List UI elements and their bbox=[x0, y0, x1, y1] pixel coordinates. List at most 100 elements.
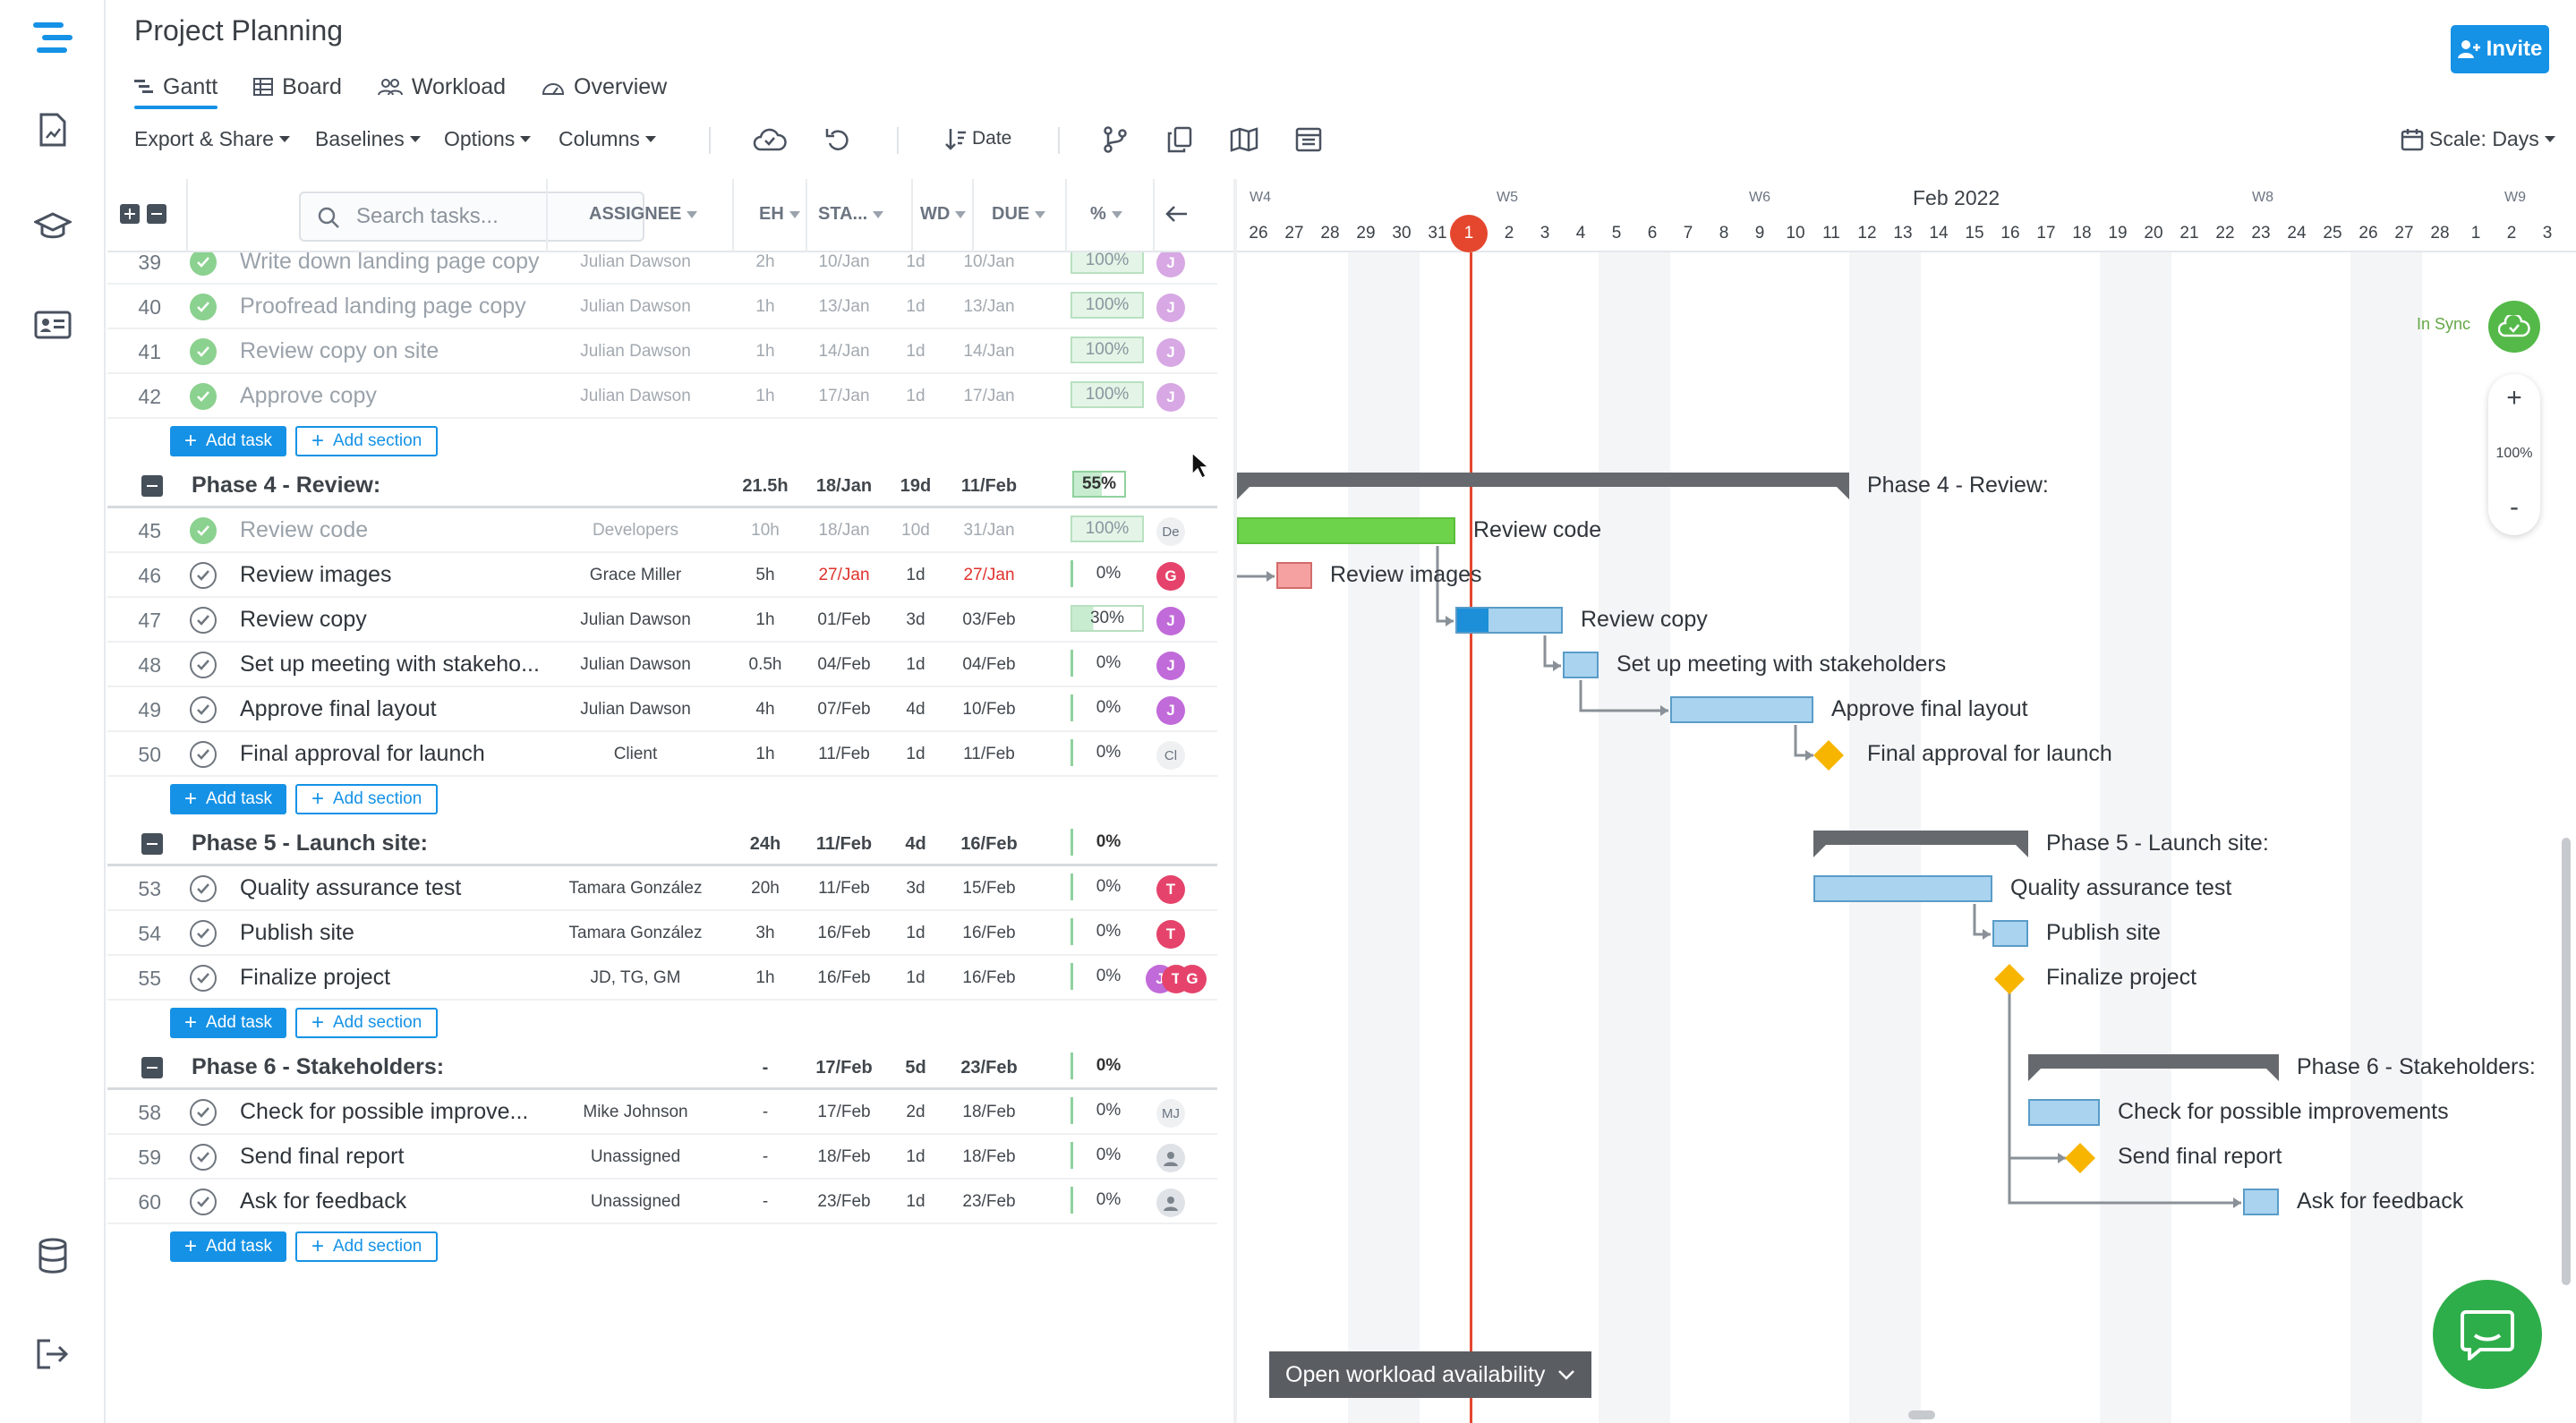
due-date-cell[interactable]: 23/Feb bbox=[962, 1192, 1016, 1211]
reports-icon[interactable] bbox=[30, 107, 75, 152]
start-date-cell[interactable]: 16/Feb bbox=[817, 924, 871, 942]
logout-icon[interactable] bbox=[30, 1332, 75, 1376]
due-date-cell[interactable]: 31/Jan bbox=[963, 521, 1015, 540]
work-days-cell[interactable]: 1d bbox=[906, 566, 925, 584]
work-days-cell[interactable]: 1d bbox=[906, 968, 925, 987]
estimated-hours-cell[interactable]: 1h bbox=[755, 342, 775, 361]
work-days-cell[interactable]: 1d bbox=[906, 655, 925, 674]
tab-gantt[interactable]: Gantt bbox=[134, 68, 218, 109]
estimated-hours-cell[interactable]: 1h bbox=[755, 610, 775, 629]
invite-button[interactable]: Invite bbox=[2451, 25, 2549, 73]
progress-cell[interactable]: 0% bbox=[1070, 560, 1144, 587]
due-date-cell[interactable]: 14/Jan bbox=[963, 342, 1015, 361]
critical-path-icon[interactable] bbox=[1097, 122, 1133, 158]
progress-cell[interactable]: 100% bbox=[1070, 292, 1144, 319]
assignee-cell[interactable]: Julian Dawson bbox=[580, 700, 691, 719]
add-section-button[interactable]: + Add section bbox=[294, 784, 439, 814]
progress-cell[interactable]: 0% bbox=[1070, 1097, 1144, 1124]
work-days-cell[interactable]: 3d bbox=[906, 879, 925, 898]
phase-summary-bar[interactable] bbox=[2028, 1054, 2279, 1081]
estimated-hours-cell[interactable]: 1h bbox=[755, 297, 775, 316]
complete-checkbox-icon[interactable] bbox=[190, 1189, 217, 1215]
due-date-cell[interactable]: 18/Feb bbox=[962, 1147, 1016, 1166]
estimated-hours-cell[interactable]: 1h bbox=[755, 387, 775, 405]
due-date-cell[interactable]: 15/Feb bbox=[962, 879, 1016, 898]
estimated-hours-cell[interactable]: 20h bbox=[751, 879, 780, 898]
work-days-cell[interactable]: 1d bbox=[906, 252, 925, 271]
start-date-cell[interactable]: 10/Jan bbox=[818, 252, 870, 271]
export-share-menu[interactable]: Export & Share bbox=[134, 127, 290, 151]
columns-menu[interactable]: Columns bbox=[559, 127, 656, 151]
task-row[interactable]: 41 Review copy on site Julian Dawson 1h 14/J… bbox=[107, 329, 1217, 374]
logo-icon[interactable] bbox=[30, 16, 75, 61]
due-date-cell[interactable]: 10/Feb bbox=[962, 700, 1016, 719]
progress-cell[interactable]: 100% bbox=[1070, 337, 1144, 363]
collapse-grid-arrow-icon[interactable] bbox=[1164, 200, 1190, 232]
column-wd[interactable]: WD bbox=[920, 204, 967, 225]
due-date-cell[interactable]: 13/Jan bbox=[963, 297, 1015, 316]
complete-checkbox-icon[interactable] bbox=[190, 1144, 217, 1171]
assignee-cell[interactable]: Unassigned bbox=[590, 1147, 681, 1166]
progress-cell[interactable]: 0% bbox=[1070, 694, 1144, 721]
gantt-bar-approve-layout[interactable] bbox=[1670, 696, 1813, 723]
search-input[interactable]: Search tasks... bbox=[299, 192, 644, 242]
progress-cell[interactable]: 0% bbox=[1070, 739, 1144, 766]
assignee-cell[interactable]: Tamara González bbox=[568, 879, 703, 898]
progress-cell[interactable]: 0% bbox=[1070, 963, 1144, 990]
add-task-button[interactable]: + Add task bbox=[170, 1008, 286, 1038]
assignee-cell[interactable]: Developers bbox=[592, 521, 679, 540]
complete-checkbox-icon[interactable] bbox=[190, 965, 217, 992]
phase-row[interactable]: Phase 5 - Launch site: 24h 11/Feb 4d 16/Feb 0… bbox=[107, 822, 1217, 866]
task-name[interactable]: Review code bbox=[240, 517, 369, 542]
task-row[interactable]: 46 Review images Grace Miller 5h 27/Jan 1d 27/… bbox=[107, 553, 1217, 598]
progress-cell[interactable]: 100% bbox=[1070, 516, 1144, 542]
complete-checkbox-icon[interactable] bbox=[190, 517, 217, 544]
task-name[interactable]: Ask for feedback bbox=[240, 1189, 407, 1214]
work-days-cell[interactable]: 1d bbox=[906, 342, 925, 361]
chat-icon[interactable] bbox=[2433, 1280, 2542, 1389]
collapse-section-icon[interactable] bbox=[141, 1057, 163, 1078]
due-date-cell[interactable]: 16/Feb bbox=[962, 968, 1016, 987]
database-icon[interactable] bbox=[30, 1233, 75, 1278]
phase-name[interactable]: Phase 5 - Launch site: bbox=[192, 831, 428, 856]
due-date-cell[interactable]: 16/Feb bbox=[962, 924, 1016, 942]
gantt-bar-check[interactable] bbox=[2028, 1099, 2100, 1126]
horizontal-scrollbar[interactable] bbox=[1908, 1410, 1935, 1419]
due-date-cell[interactable]: 04/Feb bbox=[962, 655, 1016, 674]
phase-name[interactable]: Phase 4 - Review: bbox=[192, 473, 381, 498]
column-due[interactable]: DUE bbox=[992, 204, 1046, 225]
expand-all-icon[interactable] bbox=[120, 204, 140, 224]
assignee-cell[interactable]: Client bbox=[613, 745, 658, 763]
assignee-cell[interactable]: Julian Dawson bbox=[580, 387, 691, 405]
gantt-bar-setup-meeting[interactable] bbox=[1563, 652, 1599, 678]
complete-checkbox-icon[interactable] bbox=[190, 696, 217, 723]
add-section-button[interactable]: + Add section bbox=[294, 1008, 439, 1038]
print-icon[interactable] bbox=[1291, 122, 1326, 158]
assignee-cell[interactable]: Julian Dawson bbox=[580, 610, 691, 629]
complete-checkbox-icon[interactable] bbox=[190, 607, 217, 634]
undo-icon[interactable] bbox=[820, 122, 856, 158]
sort-date-button[interactable]: Date bbox=[945, 127, 1011, 150]
assignee-cell[interactable]: Julian Dawson bbox=[580, 342, 691, 361]
task-row[interactable]: 47 Review copy Julian Dawson 1h 01/Feb 3d 03/F… bbox=[107, 598, 1217, 643]
tab-workload[interactable]: Workload bbox=[377, 68, 506, 106]
complete-checkbox-icon[interactable] bbox=[190, 252, 217, 276]
progress-cell[interactable]: 0% bbox=[1070, 918, 1144, 945]
gantt-bar-review-images[interactable] bbox=[1276, 562, 1312, 589]
task-name[interactable]: Review copy bbox=[240, 607, 367, 632]
open-workload-button[interactable]: Open workload availability bbox=[1269, 1351, 1592, 1398]
gantt-bar-publish[interactable] bbox=[1992, 920, 2028, 947]
tab-overview[interactable]: Overview bbox=[542, 68, 667, 106]
work-days-cell[interactable]: 1d bbox=[906, 297, 925, 316]
work-days-cell[interactable]: 2d bbox=[906, 1103, 925, 1121]
academy-icon[interactable] bbox=[30, 204, 75, 249]
cloud-sync-icon[interactable] bbox=[2488, 301, 2540, 353]
work-days-cell[interactable]: 1d bbox=[906, 1192, 925, 1211]
estimated-hours-cell[interactable]: 1h bbox=[755, 745, 775, 763]
start-date-cell[interactable]: 16/Feb bbox=[817, 968, 871, 987]
task-name[interactable]: Final approval for launch bbox=[240, 741, 485, 766]
phase-name[interactable]: Phase 6 - Stakeholders: bbox=[192, 1054, 445, 1079]
task-row[interactable]: 49 Approve final layout Julian Dawson 4h 07/… bbox=[107, 687, 1217, 732]
phase-summary-bar[interactable] bbox=[1237, 473, 1849, 499]
task-name[interactable]: Check for possible improve... bbox=[240, 1099, 529, 1124]
